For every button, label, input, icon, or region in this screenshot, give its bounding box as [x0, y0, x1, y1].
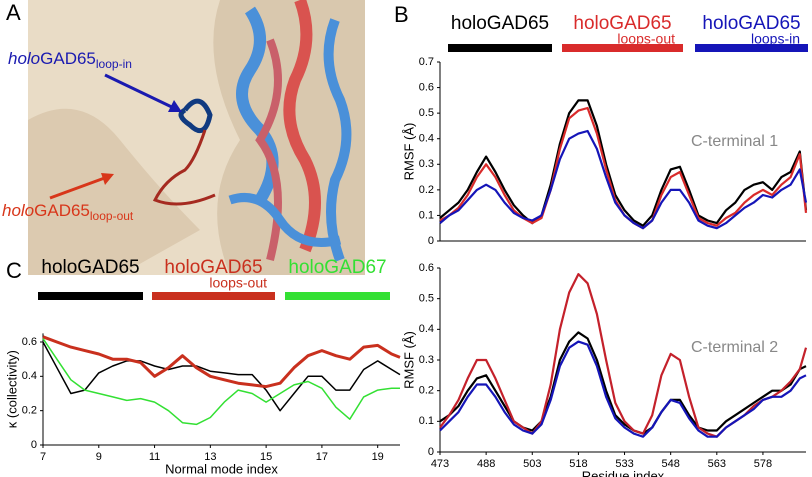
y-tick-label: 0.4: [22, 370, 37, 382]
x-tick-label: 578: [754, 458, 772, 470]
arrow: [104, 73, 179, 112]
legend-label: holoGAD67: [288, 257, 386, 278]
y-axis-title: RMSF (Å): [401, 331, 416, 389]
y-tick-label: 0: [31, 439, 37, 451]
y-tick-label: 0.5: [419, 293, 434, 305]
ribbon: [283, 0, 321, 253]
y-tick-label: 0.2: [22, 405, 37, 417]
y-tick-label: 0.6: [419, 262, 434, 274]
x-tick-label: 19: [372, 451, 384, 463]
label-part: loop-in: [96, 57, 132, 71]
legend-bar: [448, 44, 552, 52]
x-tick-label: 13: [204, 451, 216, 463]
x-tick-label: 473: [431, 458, 449, 470]
series-line: [439, 129, 808, 230]
y-tick-label: 0: [428, 446, 434, 458]
structure-label: holoGAD65loop-out: [2, 201, 134, 223]
y-tick-label: 0.6: [419, 81, 434, 93]
arrow: [49, 174, 111, 200]
x-axis-title: Residue index: [582, 468, 665, 477]
x-tick-label: 503: [523, 458, 541, 470]
y-tick-label: 0.3: [419, 158, 434, 170]
panel-label: A: [6, 0, 21, 25]
loop-in: [178, 98, 213, 134]
legend-bar: [152, 292, 275, 300]
panel-label: C: [6, 258, 22, 283]
x-tick-label: 11: [149, 451, 160, 463]
x-tick-label: 9: [96, 451, 102, 463]
legend-label: holoGAD65: [164, 257, 262, 278]
legend-bar: [285, 292, 390, 300]
x-tick-label: 488: [477, 458, 495, 470]
ribbon: [28, 108, 200, 275]
y-tick-label: 0.7: [419, 56, 434, 68]
label-part: GAD65: [40, 49, 96, 68]
y-tick-label: 0.1: [419, 209, 434, 221]
legend-subscript: loops-out: [617, 31, 675, 47]
y-axis-title: κ (collectivity): [4, 350, 19, 428]
legend-label: holoGAD65: [702, 13, 800, 34]
label-part: holo: [2, 201, 34, 220]
arrowhead: [101, 173, 114, 185]
annotation: C-terminal 1: [691, 133, 778, 150]
x-axis-title: Normal mode index: [165, 461, 278, 476]
legend-subscript: loops-in: [751, 31, 800, 47]
series-line: [439, 99, 808, 227]
y-tick-label: 0.3: [419, 354, 434, 366]
ribbon: [323, 18, 352, 262]
x-tick-label: 7: [40, 451, 46, 463]
x-tick-label: 533: [615, 458, 633, 470]
structure-image: [28, 0, 365, 275]
legend-bar: [695, 44, 808, 52]
legend-label: holoGAD65: [41, 257, 139, 278]
legend-label: holoGAD65: [573, 13, 671, 34]
y-axis-title: RMSF (Å): [401, 123, 416, 181]
series-line: [439, 106, 808, 230]
y-tick-label: 0.2: [419, 385, 434, 397]
y-tick-label: 0.4: [419, 133, 434, 145]
legend-bar: [38, 292, 143, 300]
x-tick-label: 548: [661, 458, 679, 470]
label-part: holo: [8, 49, 40, 68]
label-part: loop-out: [90, 209, 134, 223]
x-tick-label: 563: [708, 458, 726, 470]
series-line: [42, 335, 401, 389]
series-line: [42, 338, 400, 426]
x-tick-label: 518: [569, 458, 587, 470]
annotation: C-terminal 2: [691, 339, 778, 356]
loop-out: [152, 129, 216, 206]
panel-label: B: [394, 2, 409, 27]
arrowhead: [168, 100, 182, 112]
series-line: [439, 340, 807, 438]
legend-bar: [562, 44, 683, 52]
y-tick-label: 0.5: [419, 107, 434, 119]
y-tick-label: 0.1: [419, 415, 434, 427]
series-line: [42, 341, 401, 412]
x-tick-label: 15: [260, 451, 272, 463]
y-tick-label: 0.6: [22, 336, 37, 348]
ribbon: [228, 193, 342, 247]
x-tick-label: 17: [316, 451, 328, 463]
legend-label: holoGAD65: [451, 13, 549, 34]
y-tick-label: 0: [428, 235, 434, 247]
structure-label: holoGAD65loop-in: [8, 49, 132, 71]
series-line: [439, 331, 807, 435]
label-part: GAD65: [34, 201, 90, 220]
y-tick-label: 0.2: [419, 184, 434, 196]
y-tick-label: 0.4: [419, 323, 434, 335]
legend-subscript: loops-out: [209, 275, 267, 291]
